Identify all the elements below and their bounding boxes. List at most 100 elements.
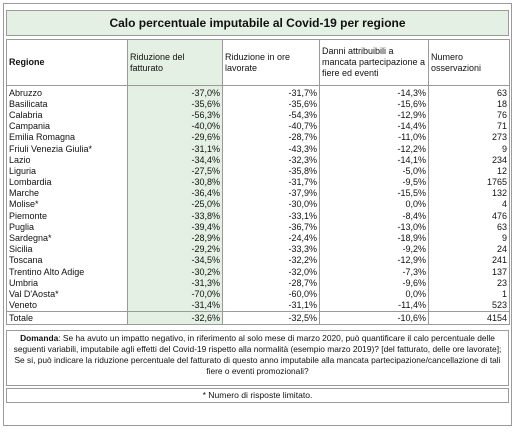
- cell-danni: -14,4%: [319, 120, 429, 132]
- cell-osservazioni: 1765: [428, 176, 510, 188]
- cell-ore: -32,2%: [222, 254, 320, 266]
- table-row: Piemonte -33,8% -33,1% -8,4% 476: [6, 210, 510, 222]
- cell-fatturato: -28,9%: [127, 232, 223, 244]
- cell-osservazioni: 241: [428, 254, 510, 266]
- regional-table: Regione Riduzione del fatturato Riduzion…: [6, 39, 510, 325]
- cell-region: Campania: [6, 120, 128, 132]
- cell-ore: -40,7%: [222, 120, 320, 132]
- cell-osservazioni: 76: [428, 109, 510, 121]
- cell-danni: -12,9%: [319, 109, 429, 121]
- cell-fatturato: -27,5%: [127, 165, 223, 177]
- cell-ore: -60,0%: [222, 288, 320, 300]
- table-row: Marche -36,4% -37,9% -15,5% 132: [6, 187, 510, 199]
- cell-osservazioni: 137: [428, 266, 510, 278]
- cell-osservazioni: 273: [428, 131, 510, 143]
- cell-ore: -54,3%: [222, 109, 320, 121]
- question-label: Domanda: [20, 333, 59, 343]
- cell-osservazioni: 12: [428, 165, 510, 177]
- cell-ore: -32,0%: [222, 266, 320, 278]
- cell-ore: -32,3%: [222, 154, 320, 166]
- table-row: Lombardia -30,8% -31,7% -9,5% 1765: [6, 176, 510, 188]
- cell-region: Abruzzo: [6, 85, 128, 99]
- cell-ore: -31,7%: [222, 176, 320, 188]
- cell-fatturato: -29,6%: [127, 131, 223, 143]
- cell-danni: -9,6%: [319, 277, 429, 289]
- cell-region: Puglia: [6, 221, 128, 233]
- cell-ore: -36,7%: [222, 221, 320, 233]
- cell-fatturato: -31,1%: [127, 142, 223, 155]
- cell-region: Molise*: [6, 198, 128, 211]
- cell-ore: -37,9%: [222, 187, 320, 199]
- cell-osservazioni: 234: [428, 154, 510, 166]
- total-cell-danni: -10,6%: [319, 310, 429, 325]
- cell-region: Calabria: [6, 109, 128, 121]
- cell-osservazioni: 24: [428, 243, 510, 255]
- cell-region: Lazio: [6, 154, 128, 166]
- cell-fatturato: -36,4%: [127, 187, 223, 199]
- cell-fatturato: -39,4%: [127, 221, 223, 233]
- cell-fatturato: -29,2%: [127, 243, 223, 255]
- cell-fatturato: -30,8%: [127, 176, 223, 188]
- cell-osservazioni: 132: [428, 187, 510, 199]
- table-row: Liguria -27,5% -35,8% -5,0% 12: [6, 165, 510, 177]
- question-text: : Se ha avuto un impatto negativo, in ri…: [13, 333, 502, 376]
- cell-danni: -15,6%: [319, 98, 429, 110]
- cell-danni: -11,0%: [319, 131, 429, 143]
- total-cell-region: Totale: [6, 310, 128, 325]
- cell-ore: -28,7%: [222, 131, 320, 143]
- cell-region: Friuli Venezia Giulia*: [6, 142, 128, 155]
- footnote: * Numero di risposte limitato.: [6, 388, 509, 403]
- cell-fatturato: -25,0%: [127, 198, 223, 211]
- cell-danni: -14,3%: [319, 85, 429, 99]
- cell-ore: -31,7%: [222, 85, 320, 99]
- cell-danni: -7,3%: [319, 266, 429, 278]
- header-region: Regione: [6, 39, 128, 86]
- cell-fatturato: -33,8%: [127, 210, 223, 222]
- cell-danni: 0,0%: [319, 288, 429, 300]
- cell-region: Piemonte: [6, 210, 128, 222]
- cell-ore: -35,8%: [222, 165, 320, 177]
- cell-osservazioni: 476: [428, 210, 510, 222]
- cell-region: Liguria: [6, 165, 128, 177]
- table-body: Abruzzo -37,0% -31,7% -14,3% 63 Basilicata -35…: [6, 85, 510, 325]
- cell-danni: -18,9%: [319, 232, 429, 244]
- table-row: Umbria -31,3% -28,7% -9,6% 23: [6, 277, 510, 289]
- cell-fatturato: -70,0%: [127, 288, 223, 300]
- cell-fatturato: -30,2%: [127, 266, 223, 278]
- cell-region: Marche: [6, 187, 128, 199]
- table-row: Trentino Alto Adige -30,2% -32,0% -7,3% 137: [6, 266, 510, 278]
- cell-danni: -5,0%: [319, 165, 429, 177]
- table-row: Sardegna* -28,9% -24,4% -18,9% 9: [6, 232, 510, 244]
- cell-fatturato: -34,4%: [127, 154, 223, 166]
- cell-ore: -28,7%: [222, 277, 320, 289]
- cell-danni: -11,4%: [319, 299, 429, 312]
- table-row: Emilia Romagna -29,6% -28,7% -11,0% 273: [6, 131, 510, 143]
- total-row: Totale -32,6% -32,5% -10,6% 4154: [6, 310, 510, 325]
- table-row: Puglia -39,4% -36,7% -13,0% 63: [6, 221, 510, 233]
- table-row: Abruzzo -37,0% -31,7% -14,3% 63: [6, 85, 510, 99]
- cell-ore: -35,6%: [222, 98, 320, 110]
- cell-fatturato: -31,3%: [127, 277, 223, 289]
- cell-ore: -30,0%: [222, 198, 320, 211]
- cell-region: Veneto: [6, 299, 128, 312]
- header-row: Regione Riduzione del fatturato Riduzion…: [6, 39, 510, 86]
- header-osservazioni: Numero osservazioni: [428, 39, 510, 86]
- header-ore: Riduzione in ore lavorate: [222, 39, 320, 86]
- cell-osservazioni: 523: [428, 299, 510, 312]
- cell-danni: -12,9%: [319, 254, 429, 266]
- cell-fatturato: -31,4%: [127, 299, 223, 312]
- table-row: Basilicata -35,6% -35,6% -15,6% 18: [6, 98, 510, 110]
- cell-danni: -12,2%: [319, 142, 429, 155]
- table-row: Toscana -34,5% -32,2% -12,9% 241: [6, 254, 510, 266]
- cell-region: Lombardia: [6, 176, 128, 188]
- cell-danni: -9,5%: [319, 176, 429, 188]
- total-cell-fatturato: -32,6%: [127, 310, 223, 325]
- table-row: Veneto -31,4% -31,1% -11,4% 523: [6, 299, 510, 312]
- cell-region: Trentino Alto Adige: [6, 266, 128, 278]
- cell-osservazioni: 63: [428, 221, 510, 233]
- cell-osservazioni: 1: [428, 288, 510, 300]
- table-row: Val D'Aosta* -70,0% -60,0% 0,0% 1: [6, 288, 510, 300]
- table-row: Lazio -34,4% -32,3% -14,1% 234: [6, 154, 510, 166]
- table-title: Calo percentuale imputabile al Covid-19 …: [6, 10, 509, 36]
- header-danni: Danni attribuibili a mancata partecipazi…: [319, 39, 429, 86]
